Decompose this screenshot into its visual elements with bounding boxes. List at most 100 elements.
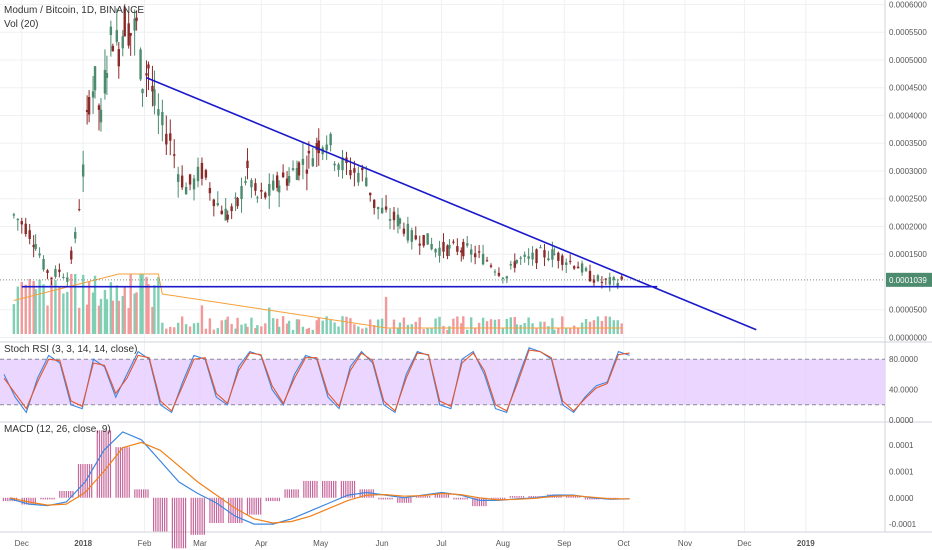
- grid: [0, 0, 885, 532]
- volume-bar: [345, 316, 348, 334]
- volume-bar: [220, 320, 223, 334]
- candle-body: [244, 181, 247, 183]
- volume-bar: [246, 326, 249, 334]
- candle-body: [349, 169, 352, 176]
- candle-body: [553, 253, 556, 255]
- candle-body: [109, 26, 113, 36]
- volume-bar: [157, 276, 160, 334]
- candle-body: [329, 133, 332, 146]
- volume-bar: [426, 327, 429, 334]
- volume-bar: [513, 316, 516, 334]
- candle-body: [446, 245, 449, 257]
- time-tick-label: Jul: [436, 539, 446, 548]
- volume-bar: [448, 326, 451, 334]
- time-tick-label: May: [313, 539, 328, 548]
- price-tick-label: 0.0006000: [889, 0, 927, 9]
- time-tick-label: Nov: [678, 539, 692, 548]
- volume-bar: [184, 324, 188, 334]
- candle-body: [115, 30, 119, 42]
- candle-body: [301, 158, 305, 165]
- volume-bar: [446, 329, 449, 334]
- trendlines[interactable]: [0, 76, 885, 331]
- candle-body: [58, 269, 61, 273]
- candle-body: [485, 260, 489, 262]
- macd-tick-label: 0.0000: [889, 494, 914, 503]
- candle-body: [402, 228, 406, 234]
- candle-body: [434, 249, 437, 253]
- candle-body: [32, 245, 35, 248]
- time-axis[interactable]: Dec 2018 Feb Mar Apr May Jun Jul Aug Sep Oct Nov Dec…: [15, 539, 816, 548]
- price-tick-label: 0.0002500: [889, 195, 927, 204]
- volume-bar: [466, 329, 469, 334]
- time-tick-label: Mar: [193, 539, 207, 548]
- candle-body: [234, 197, 237, 199]
- volume-bar: [572, 325, 576, 334]
- candle-body: [481, 253, 485, 265]
- volume-bar: [103, 289, 107, 334]
- volume-bar: [369, 319, 372, 334]
- volume-bar: [226, 316, 229, 334]
- candle-body: [470, 249, 473, 255]
- volume-bar: [519, 324, 522, 334]
- volume-bar: [24, 284, 27, 334]
- chart-title: Modum / Bitcoin, 1D, BINANCE: [4, 5, 144, 16]
- candle-body: [260, 189, 263, 192]
- candle-body: [54, 269, 57, 277]
- volume-bar: [250, 317, 253, 334]
- candle-body: [77, 209, 81, 211]
- candle-body: [604, 278, 608, 280]
- volume-bar: [584, 319, 588, 334]
- volume-bar: [234, 328, 237, 334]
- candle-body: [34, 244, 37, 250]
- volume-bar: [97, 305, 101, 334]
- volume-bar: [260, 326, 263, 334]
- volume-bar: [456, 316, 459, 334]
- volume-bar: [422, 329, 425, 334]
- candle-body: [145, 73, 148, 76]
- volume-bar: [254, 328, 257, 334]
- candle-body: [176, 174, 180, 182]
- candle-body: [513, 261, 516, 268]
- candle-body: [85, 109, 89, 112]
- volume-bar: [462, 316, 465, 334]
- volume-bar: [32, 281, 35, 334]
- volume-bar: [58, 287, 61, 334]
- candle-body: [277, 185, 281, 193]
- macd-panel: 0.0001 0.0001 0.0000 -0.0001: [2, 430, 917, 549]
- macd-line-signal: [9, 441, 630, 524]
- candle-body: [139, 49, 142, 80]
- candle-body: [295, 167, 299, 181]
- volume-bar: [307, 327, 311, 334]
- candle-body: [16, 218, 20, 221]
- volume-bar: [410, 324, 414, 334]
- candle-body: [539, 247, 542, 249]
- volume-bar: [372, 325, 376, 334]
- volume-bars: [12, 273, 623, 334]
- volume-bar: [50, 276, 53, 334]
- candle-body: [291, 168, 295, 170]
- volume-bar: [527, 317, 530, 334]
- volume-bar: [396, 327, 400, 334]
- trendline-resistance: [146, 76, 757, 331]
- candle-body: [392, 211, 396, 221]
- volume-bar: [604, 316, 608, 334]
- volume-bar: [291, 329, 295, 334]
- volume-bar: [230, 323, 233, 334]
- candle-body: [317, 140, 320, 154]
- time-tick-label: 2018: [74, 539, 92, 548]
- price-axis[interactable]: 0.0006000 0.0005500 0.0005000 0.0004500 0.00…: [886, 0, 932, 343]
- volume-bar: [287, 320, 291, 334]
- candle-body: [608, 277, 611, 285]
- candle-body: [103, 69, 107, 94]
- candle-body: [493, 271, 497, 273]
- volume-bar: [315, 320, 318, 334]
- volume-bar: [388, 328, 392, 334]
- candle-body: [388, 219, 392, 221]
- volume-bar: [54, 280, 57, 334]
- candle-body: [173, 154, 176, 156]
- candle-body: [38, 253, 41, 256]
- candle-body: [212, 199, 216, 207]
- candle-body: [97, 105, 101, 110]
- volume-bar: [361, 328, 364, 334]
